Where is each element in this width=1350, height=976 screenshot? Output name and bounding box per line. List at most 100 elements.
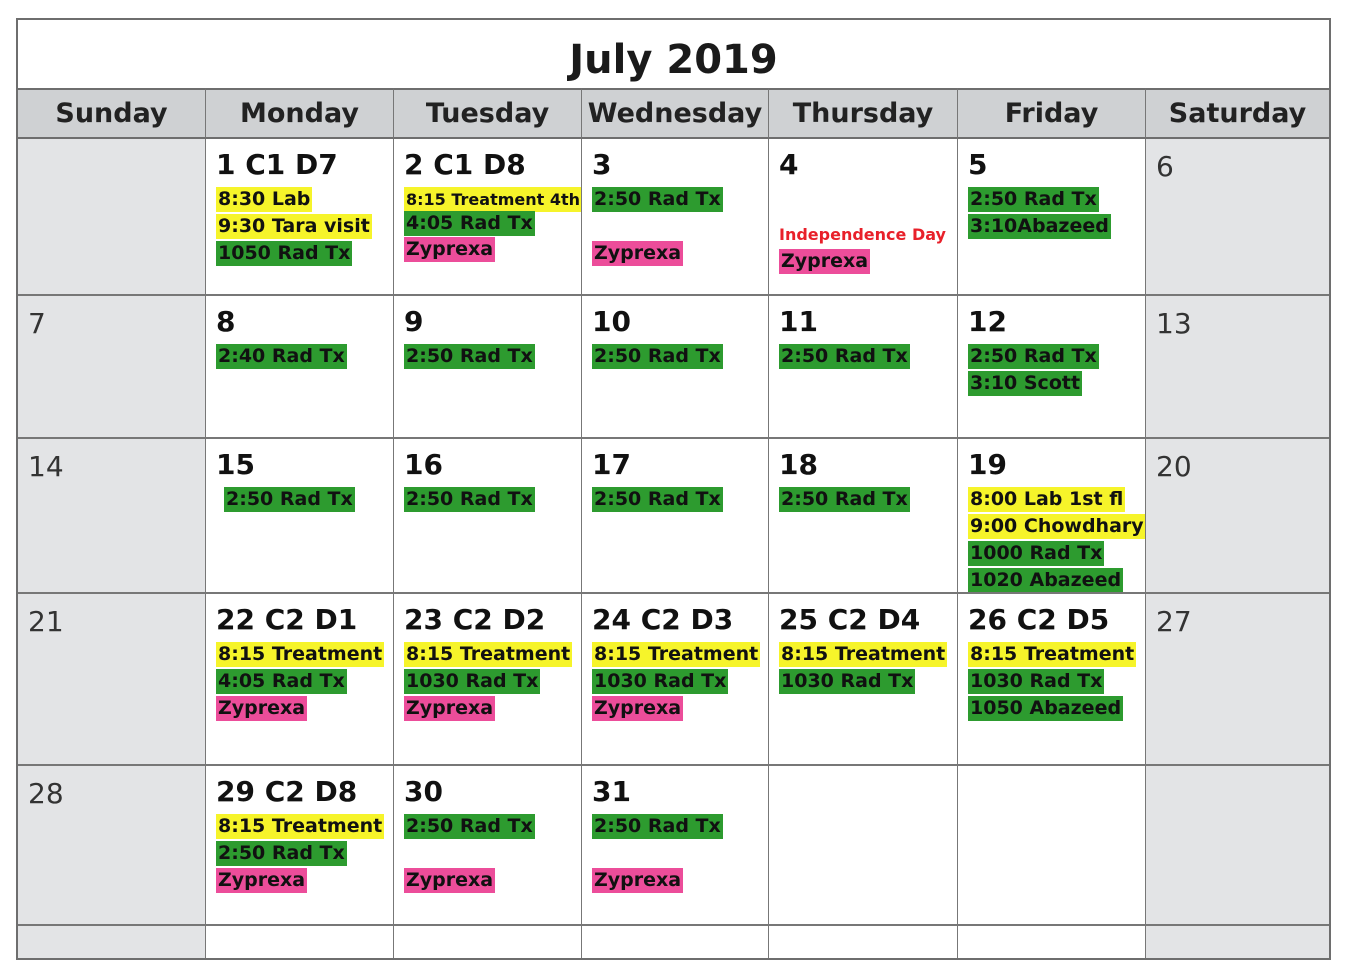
event-rad-tx[interactable]: 4:05 Rad Tx xyxy=(404,211,535,236)
day-number: 16 xyxy=(404,448,443,481)
day-number: 4 xyxy=(779,148,799,181)
day-cell-24[interactable]: 24 C2 D3 8:15 Treatment 1030 Rad Tx Zypr… xyxy=(582,594,769,766)
day-cell-26[interactable]: 26 C2 D5 8:15 Treatment 1030 Rad Tx 1050… xyxy=(958,594,1146,766)
day-cell-4[interactable]: 4 Independence Day Zyprexa xyxy=(769,139,958,296)
day-cell-empty xyxy=(958,926,1146,958)
day-cell-empty[interactable] xyxy=(769,766,958,926)
day-cell-13[interactable]: 13 xyxy=(1146,296,1329,439)
event-zyprexa[interactable]: Zyprexa xyxy=(779,249,871,274)
day-number: 11 xyxy=(779,305,818,338)
day-cell-empty xyxy=(1146,926,1329,958)
weekday-header-monday: Monday xyxy=(206,88,394,139)
event-rad-tx[interactable]: 2:50 Rad Tx xyxy=(592,487,723,512)
day-cell-empty[interactable] xyxy=(1146,766,1329,926)
event-rad-tx[interactable]: 2:50 Rad Tx xyxy=(216,841,347,866)
event-rad-tx[interactable]: 2:50 Rad Tx xyxy=(968,187,1099,212)
event-zyprexa[interactable]: Zyprexa xyxy=(592,868,684,893)
day-number: 1 C1 D7 xyxy=(216,148,338,181)
day-cell-2[interactable]: 2 C1 D8 8:15 Treatment 4th 4:05 Rad Tx Z… xyxy=(394,139,582,296)
day-cell-8[interactable]: 8 2:40 Rad Tx xyxy=(206,296,394,439)
event-rad-tx[interactable]: 1030 Rad Tx xyxy=(592,669,729,694)
day-cell-22[interactable]: 22 C2 D1 8:15 Treatment 4:05 Rad Tx Zypr… xyxy=(206,594,394,766)
day-cell-17[interactable]: 17 2:50 Rad Tx xyxy=(582,439,769,594)
day-number: 26 C2 D5 xyxy=(968,603,1110,636)
day-cell-30[interactable]: 30 2:50 Rad Tx Zyprexa xyxy=(394,766,582,926)
day-cell-10[interactable]: 10 2:50 Rad Tx xyxy=(582,296,769,439)
day-cell-18[interactable]: 18 2:50 Rad Tx xyxy=(769,439,958,594)
event-rad-tx[interactable]: 4:05 Rad Tx xyxy=(216,669,347,694)
day-number: 24 C2 D3 xyxy=(592,603,734,636)
day-cell-27[interactable]: 27 xyxy=(1146,594,1329,766)
holiday-label: Independence Day xyxy=(779,225,946,244)
day-cell-empty xyxy=(582,926,769,958)
event-rad-tx[interactable]: 2:50 Rad Tx xyxy=(404,344,535,369)
day-cell-3[interactable]: 3 2:50 Rad Tx Zyprexa xyxy=(582,139,769,296)
event-treatment[interactable]: 8:15 Treatment xyxy=(779,642,948,667)
day-cell-12[interactable]: 12 2:50 Rad Tx 3:10 Scott xyxy=(958,296,1146,439)
weekday-header-sunday: Sunday xyxy=(18,88,206,139)
event-appointment[interactable]: 3:10 Scott xyxy=(968,371,1083,396)
event-zyprexa[interactable]: Zyprexa xyxy=(404,237,496,262)
event-treatment[interactable]: 8:15 Treatment xyxy=(404,642,573,667)
event-lab[interactable]: 8:00 Lab 1st fl xyxy=(968,487,1126,512)
event-appointment[interactable]: 9:00 Chowdhary xyxy=(968,514,1145,539)
day-number: 30 xyxy=(404,775,443,808)
event-rad-tx[interactable]: 1050 Rad Tx xyxy=(216,241,353,266)
event-rad-tx[interactable]: 1030 Rad Tx xyxy=(968,669,1105,694)
event-rad-tx[interactable]: 2:50 Rad Tx xyxy=(224,487,355,512)
event-appointment[interactable]: 1020 Abazeed xyxy=(968,568,1124,592)
day-cell-14[interactable]: 14 xyxy=(18,439,206,594)
event-lab[interactable]: 8:30 Lab xyxy=(216,187,313,212)
event-appointment[interactable]: 3:10Abazeed xyxy=(968,214,1111,239)
event-appointment[interactable]: 1050 Abazeed xyxy=(968,696,1124,721)
day-cell-9[interactable]: 9 2:50 Rad Tx xyxy=(394,296,582,439)
event-rad-tx[interactable]: 2:50 Rad Tx xyxy=(592,187,723,212)
day-cell-5[interactable]: 5 2:50 Rad Tx 3:10Abazeed xyxy=(958,139,1146,296)
event-zyprexa[interactable]: Zyprexa xyxy=(404,868,496,893)
weekday-header-tuesday: Tuesday xyxy=(394,88,582,139)
event-rad-tx[interactable]: 2:50 Rad Tx xyxy=(592,814,723,839)
day-cell-empty[interactable] xyxy=(958,766,1146,926)
event-zyprexa[interactable]: Zyprexa xyxy=(592,241,684,266)
day-number: 15 xyxy=(216,448,255,481)
day-cell-20[interactable]: 20 xyxy=(1146,439,1329,594)
event-rad-tx[interactable]: 2:50 Rad Tx xyxy=(592,344,723,369)
event-treatment[interactable]: 8:15 Treatment xyxy=(216,814,385,839)
event-zyprexa[interactable]: Zyprexa xyxy=(592,696,684,721)
event-rad-tx[interactable]: 2:50 Rad Tx xyxy=(404,814,535,839)
event-rad-tx[interactable]: 1030 Rad Tx xyxy=(779,669,916,694)
day-cell-16[interactable]: 16 2:50 Rad Tx xyxy=(394,439,582,594)
day-cell-25[interactable]: 25 C2 D4 8:15 Treatment 1030 Rad Tx xyxy=(769,594,958,766)
day-cell-15[interactable]: 15 2:50 Rad Tx xyxy=(206,439,394,594)
day-number: 20 xyxy=(1156,450,1192,483)
day-number: 9 xyxy=(404,305,424,338)
day-cell-6[interactable]: 6 xyxy=(1146,139,1329,296)
weekday-header-thursday: Thursday xyxy=(769,88,958,139)
event-rad-tx[interactable]: 2:50 Rad Tx xyxy=(779,487,910,512)
event-rad-tx[interactable]: 2:50 Rad Tx xyxy=(404,487,535,512)
day-cell-11[interactable]: 11 2:50 Rad Tx xyxy=(769,296,958,439)
event-zyprexa[interactable]: Zyprexa xyxy=(216,696,308,721)
event-rad-tx[interactable]: 2:50 Rad Tx xyxy=(779,344,910,369)
event-rad-tx[interactable]: 2:40 Rad Tx xyxy=(216,344,347,369)
event-rad-tx[interactable]: 1030 Rad Tx xyxy=(404,669,541,694)
day-number: 17 xyxy=(592,448,631,481)
event-treatment[interactable]: 8:15 Treatment xyxy=(216,642,385,667)
day-cell-28[interactable]: 28 xyxy=(18,766,206,926)
day-cell-19[interactable]: 19 8:00 Lab 1st fl 9:00 Chowdhary 1000 R… xyxy=(958,439,1146,594)
event-visit[interactable]: 9:30 Tara visit xyxy=(216,214,372,239)
day-cell-empty[interactable] xyxy=(18,139,206,296)
day-cell-21[interactable]: 21 xyxy=(18,594,206,766)
day-cell-7[interactable]: 7 xyxy=(18,296,206,439)
event-rad-tx[interactable]: 2:50 Rad Tx xyxy=(968,344,1099,369)
event-zyprexa[interactable]: Zyprexa xyxy=(216,868,308,893)
event-treatment[interactable]: 8:15 Treatment 4th xyxy=(404,187,581,212)
event-treatment[interactable]: 8:15 Treatment xyxy=(968,642,1137,667)
event-zyprexa[interactable]: Zyprexa xyxy=(404,696,496,721)
day-cell-1[interactable]: 1 C1 D7 8:30 Lab 9:30 Tara visit 1050 Ra… xyxy=(206,139,394,296)
day-cell-29[interactable]: 29 C2 D8 8:15 Treatment 2:50 Rad Tx Zypr… xyxy=(206,766,394,926)
day-cell-31[interactable]: 31 2:50 Rad Tx Zyprexa xyxy=(582,766,769,926)
event-rad-tx[interactable]: 1000 Rad Tx xyxy=(968,541,1105,566)
day-cell-23[interactable]: 23 C2 D2 8:15 Treatment 1030 Rad Tx Zypr… xyxy=(394,594,582,766)
event-treatment[interactable]: 8:15 Treatment xyxy=(592,642,761,667)
